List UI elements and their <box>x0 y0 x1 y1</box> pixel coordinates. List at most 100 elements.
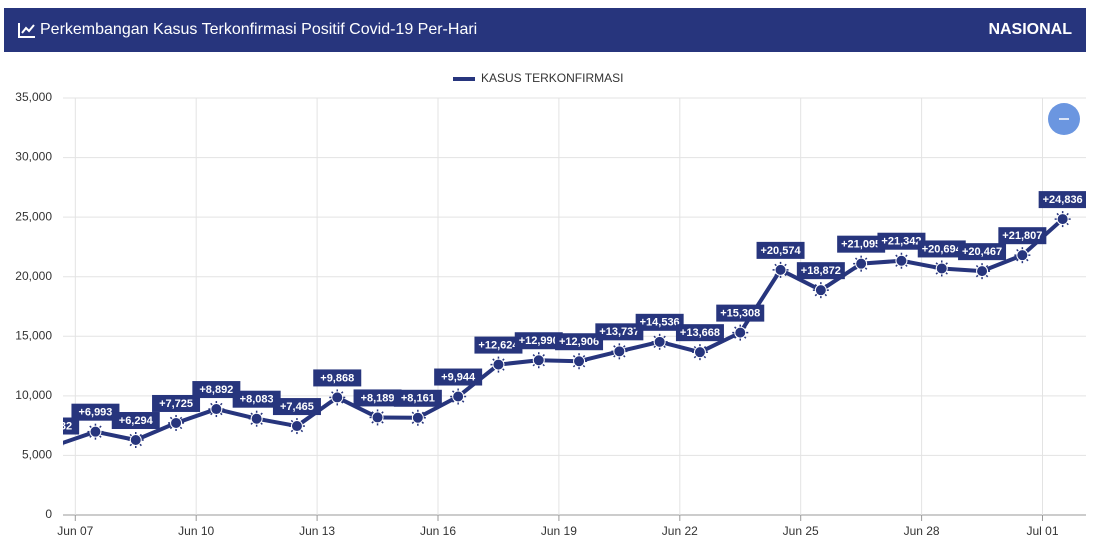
marker-body <box>411 411 424 424</box>
value-label: +7,725 <box>152 394 201 412</box>
value-label-box <box>635 313 684 331</box>
value-label: +21,807 <box>998 227 1047 245</box>
virus-marker <box>571 353 588 370</box>
virus-marker <box>772 261 789 278</box>
x-tick-label: Jun 10 <box>178 524 214 538</box>
virus-marker <box>651 333 668 350</box>
value-label-text: +12,624 <box>478 340 519 352</box>
value-label: +20,694 <box>917 240 966 258</box>
value-label-text: +13,737 <box>599 326 639 338</box>
marker-body <box>89 425 102 438</box>
y-tick-label: 10,000 <box>15 388 52 402</box>
value-label-text: +8,892 <box>199 384 233 396</box>
value-label-box <box>192 381 241 399</box>
value-label: +8,161 <box>393 389 442 407</box>
value-label-text: +20,467 <box>962 246 1002 258</box>
value-label-text: +12,906 <box>559 336 599 348</box>
virus-marker <box>127 432 144 449</box>
chart-icon <box>18 23 35 38</box>
header-region: NASIONAL <box>988 21 1072 38</box>
value-label-text: +20,574 <box>761 245 802 257</box>
y-tick-label: 5,000 <box>22 448 52 462</box>
value-label: +20,467 <box>958 243 1007 261</box>
y-tick-label: 35,000 <box>15 90 52 104</box>
value-label-box <box>917 240 966 258</box>
y-tick-label: 15,000 <box>15 328 52 342</box>
value-label-text: +6,294 <box>119 415 154 427</box>
value-label-text: +8,161 <box>401 393 435 405</box>
value-label-text: +21,095 <box>841 239 881 251</box>
value-label-text: +21,342 <box>881 236 921 248</box>
value-label-text: +14,536 <box>640 317 680 329</box>
virus-marker <box>933 260 950 277</box>
value-label-box <box>474 336 523 354</box>
marker-body <box>693 346 706 359</box>
value-label: +14,536 <box>635 313 684 331</box>
value-label-box <box>958 243 1007 261</box>
value-label-box <box>998 227 1047 245</box>
value-label-box <box>555 333 604 351</box>
value-label-text: +18,872 <box>801 265 841 277</box>
value-label-box <box>796 262 845 280</box>
value-label-text: +8,083 <box>240 394 274 406</box>
virus-marker <box>87 423 104 440</box>
virus-marker <box>490 356 507 373</box>
virus-marker <box>691 344 708 361</box>
virus-marker <box>611 343 628 360</box>
marker-spike <box>55 446 61 452</box>
marker-body <box>935 262 948 275</box>
marker-body <box>895 254 908 267</box>
header: Perkembangan Kasus Terkonfirmasi Positif… <box>4 8 1086 52</box>
value-label-box <box>152 394 201 412</box>
value-label: +24,836 <box>1038 191 1086 209</box>
virus-marker <box>168 414 185 431</box>
value-label-text: +12,990 <box>519 335 559 347</box>
marker-body <box>1016 249 1029 262</box>
marker-body <box>734 326 747 339</box>
value-label-box <box>71 403 120 421</box>
marker-body <box>774 263 787 276</box>
marker-body <box>492 358 505 371</box>
legend-label: KASUS TERKONFIRMASI <box>481 71 623 85</box>
value-label: +13,737 <box>595 323 644 341</box>
value-label-text: +21,807 <box>1002 230 1042 242</box>
x-tick-label: Jun 28 <box>904 524 940 538</box>
value-label: +13,668 <box>675 324 724 342</box>
value-label-text: +24,836 <box>1043 194 1083 206</box>
value-label: +15,308 <box>716 304 765 322</box>
value-label-text: +5,832 <box>38 420 72 432</box>
value-label-text: +7,465 <box>280 401 314 413</box>
virus-marker <box>288 418 305 435</box>
marker-body <box>653 335 666 348</box>
value-label: +12,990 <box>514 332 563 350</box>
value-label-text: +9,944 <box>441 371 476 383</box>
virus-marker <box>893 252 910 269</box>
value-label-box <box>595 323 644 341</box>
virus-marker <box>853 255 870 272</box>
virus-marker <box>974 263 991 280</box>
value-label: +8,189 <box>353 389 402 407</box>
value-label-text: +20,694 <box>922 243 963 255</box>
value-label: +8,892 <box>192 381 241 399</box>
value-label-box <box>63 417 80 435</box>
header-title: Perkembangan Kasus Terkonfirmasi Positif… <box>40 21 478 38</box>
marker-body <box>290 420 303 433</box>
value-label-box <box>1038 191 1086 209</box>
x-tick-label: Jun 16 <box>420 524 456 538</box>
virus-marker <box>1054 211 1071 228</box>
marker-body <box>210 403 223 416</box>
value-label-text: +13,668 <box>680 327 720 339</box>
value-label-box <box>434 368 483 386</box>
x-tick-label: Jun 25 <box>783 524 819 538</box>
value-label: +21,095 <box>837 235 886 253</box>
value-label: +12,624 <box>474 336 523 354</box>
x-tick-label: Jun 07 <box>57 524 93 538</box>
value-label: +9,868 <box>313 369 362 387</box>
virus-marker <box>369 409 386 426</box>
marker-spike <box>55 440 61 446</box>
virus-marker <box>812 282 829 299</box>
marker-body <box>814 284 827 297</box>
marker-body <box>855 257 868 270</box>
value-label-box <box>756 241 805 259</box>
